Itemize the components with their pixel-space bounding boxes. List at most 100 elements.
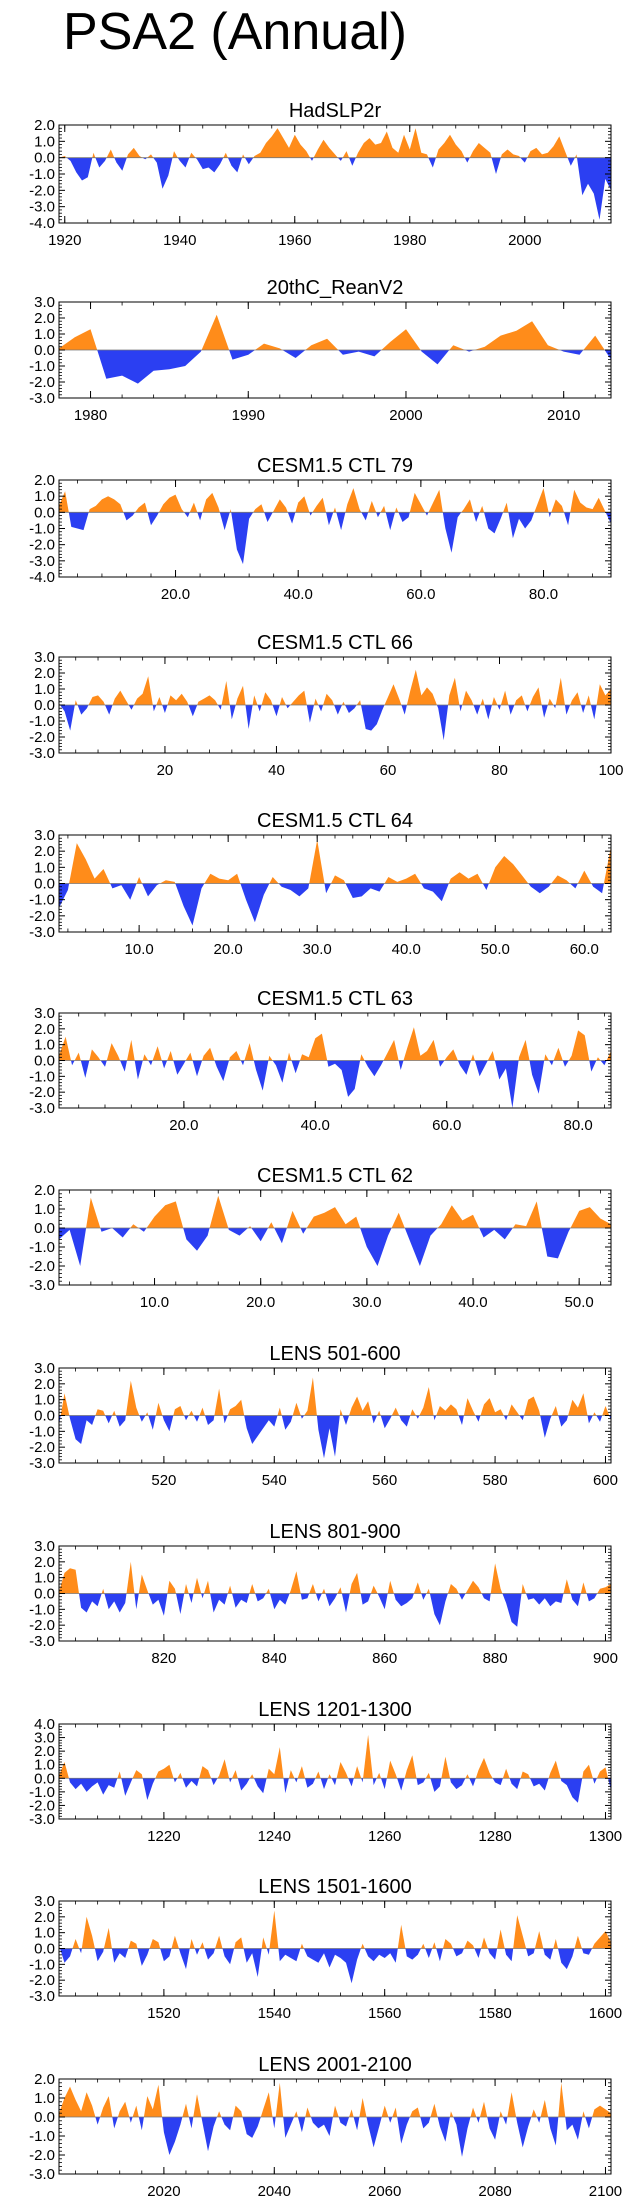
negative-area (508, 705, 515, 715)
negative-area (210, 1593, 228, 1613)
y-tick-label: 1.0 (34, 1201, 55, 1218)
positive-area (436, 1404, 459, 1416)
page-title: PSA2 (Annual) (63, 3, 407, 61)
positive-area (130, 1224, 139, 1228)
negative-area (228, 1228, 248, 1236)
negative-area (458, 1593, 466, 1600)
positive-area (518, 1039, 530, 1061)
negative-area (605, 512, 611, 524)
negative-area (338, 350, 382, 357)
y-tick-label: 2.0 (34, 1554, 55, 1571)
negative-area (469, 1778, 476, 1787)
negative-area (305, 1778, 316, 1788)
negative-area (360, 1228, 392, 1266)
positive-area (185, 1052, 193, 1061)
y-tick-label: 0.0 (34, 1220, 55, 1237)
positive-area (534, 488, 549, 513)
positive-area (217, 2111, 222, 2117)
x-tick-label: 1240 (258, 1828, 291, 1845)
x-tick-label: 580 (483, 1472, 508, 1489)
negative-area (398, 512, 410, 522)
negative-area (183, 1228, 210, 1251)
plot-frame (58, 1189, 612, 1286)
positive-area (136, 877, 143, 884)
negative-area (240, 1060, 245, 1066)
negative-area (464, 157, 470, 163)
positive-area (74, 700, 78, 705)
negative-area (197, 512, 203, 521)
positive-area (353, 1766, 362, 1779)
negative-area (318, 705, 324, 712)
negative-area (316, 1415, 340, 1459)
positive-area (582, 1764, 593, 1779)
positive-area (152, 1046, 162, 1061)
positive-area (266, 1747, 284, 1779)
y-tick-label: -1.0 (29, 1956, 55, 1973)
chart-panel: CESM1.5 CTL 62 -3.0 -2.0 -1.0 0.0 1.0 2.0 10.0 2… (29, 1165, 612, 1311)
x-tick-label: 600 (593, 1472, 618, 1489)
negative-area (341, 1593, 350, 1613)
positive-area (289, 1571, 301, 1594)
negative-area (255, 1593, 266, 1602)
positive-area (232, 1770, 238, 1779)
positive-area (421, 1943, 426, 1949)
positive-area (253, 504, 265, 513)
positive-area (544, 1054, 549, 1061)
positive-area (490, 1563, 503, 1594)
chart-title: CESM1.5 CTL 66 (257, 632, 413, 654)
chart-panel: HadSLP2r -4.0-3.0-2.0-1.00.01.02.0 1920 194… (29, 100, 612, 249)
positive-area (313, 139, 338, 158)
negative-area (526, 1593, 564, 1607)
positive-area (81, 1916, 95, 1949)
negative-area (587, 1415, 593, 1424)
positive-area (462, 690, 474, 705)
positive-area (428, 489, 443, 513)
positive-area (100, 2096, 113, 2117)
negative-area (59, 883, 70, 908)
negative-area (567, 157, 575, 166)
positive-area (287, 1052, 292, 1061)
positive-area (199, 1407, 205, 1416)
negative-area (548, 2117, 559, 2146)
x-tick-label: 50.0 (565, 1294, 594, 1311)
negative-area (425, 512, 429, 516)
negative-area (560, 1778, 583, 1803)
positive-area (368, 501, 377, 513)
negative-area (586, 1593, 598, 1602)
negative-area (244, 157, 254, 165)
positive-area (529, 687, 542, 705)
positive-area (106, 1043, 121, 1061)
negative-area (364, 1060, 384, 1077)
negative-area (377, 1593, 388, 1610)
negative-area (487, 2117, 500, 2140)
negative-area (528, 883, 552, 894)
positive-area (295, 496, 310, 513)
negative-area (543, 1948, 554, 1960)
negative-area (100, 1228, 113, 1232)
negative-area (372, 1778, 377, 1786)
x-tick-label: 2040 (258, 2183, 291, 2200)
positive-area (339, 1409, 343, 1416)
y-tick-label: 1.0 (34, 133, 55, 150)
positive-area (432, 1942, 437, 1949)
y-tick-label: 2.0 (34, 1909, 55, 1926)
positive-area (447, 1584, 459, 1594)
positive-area (332, 2105, 339, 2117)
negative-area (393, 1593, 414, 1607)
positive-area (507, 1404, 520, 1416)
negative-area (219, 512, 230, 531)
x-tick-label: 60.0 (570, 941, 599, 958)
positive-area (159, 880, 176, 884)
chart-title: 20thC_ReanV2 (267, 277, 404, 299)
positive-area (547, 698, 554, 705)
positive-area (255, 343, 283, 350)
negative-area (342, 1415, 350, 1425)
positive-area (449, 345, 466, 350)
positive-area (171, 1935, 179, 1949)
positive-area (512, 1201, 542, 1228)
y-tick-label: -3.0 (29, 2166, 55, 2183)
positive-area (167, 1580, 176, 1594)
negative-area (231, 512, 254, 565)
negative-area (504, 1948, 514, 1962)
plot-frame (58, 2078, 612, 2175)
